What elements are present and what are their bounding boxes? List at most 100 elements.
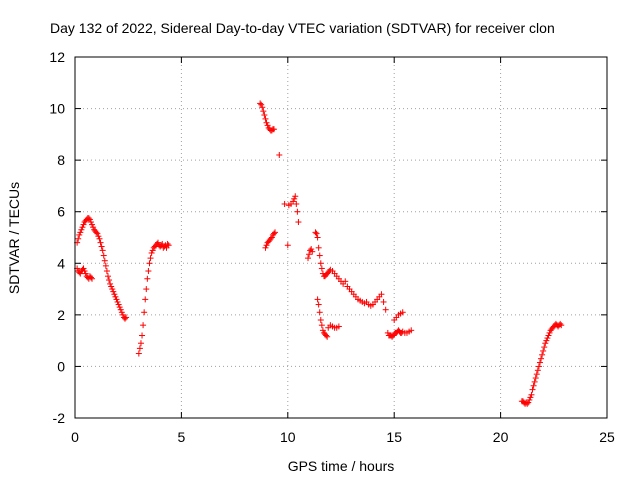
data-point — [309, 248, 316, 255]
data-point — [314, 234, 321, 241]
data-point — [81, 268, 88, 275]
data-point — [530, 382, 537, 389]
data-point — [263, 119, 270, 126]
data-point — [97, 239, 104, 246]
data-point — [260, 108, 267, 115]
data-point — [317, 317, 324, 324]
data-point — [318, 322, 325, 329]
data-point — [104, 273, 111, 280]
data-point — [536, 359, 543, 366]
data-point — [258, 101, 265, 108]
data-point — [109, 286, 116, 293]
data-point — [532, 375, 539, 382]
data-point — [533, 371, 540, 378]
data-point — [164, 240, 171, 247]
data-point — [323, 332, 330, 339]
data-point — [135, 350, 142, 357]
y-tick-label: -2 — [53, 410, 66, 426]
data-point — [77, 229, 84, 236]
data-point — [122, 315, 129, 322]
data-point — [78, 226, 85, 233]
data-point — [76, 231, 83, 238]
data-point — [382, 306, 389, 313]
data-point — [316, 309, 323, 316]
x-tick-label: 10 — [280, 429, 296, 445]
data-point — [539, 351, 546, 358]
data-point — [89, 275, 96, 282]
data-point — [529, 386, 536, 393]
data-point — [312, 229, 319, 236]
y-tick-label: 12 — [49, 49, 65, 65]
data-point — [270, 230, 277, 237]
data-point — [117, 306, 124, 313]
data-point — [399, 309, 406, 316]
data-point — [527, 394, 534, 401]
data-point — [137, 340, 144, 347]
data-point — [317, 260, 324, 267]
data-point — [143, 286, 150, 293]
data-point — [82, 270, 89, 277]
x-tick-label: 5 — [178, 429, 186, 445]
data-point — [80, 265, 87, 272]
data-point — [262, 244, 269, 251]
data-point — [276, 151, 283, 158]
data-point — [544, 335, 551, 342]
x-tick-label: 25 — [599, 429, 615, 445]
data-point — [85, 215, 92, 222]
data-point — [116, 304, 123, 311]
data-point — [308, 246, 315, 253]
data-point — [262, 115, 269, 122]
data-point — [316, 252, 323, 259]
data-point — [118, 309, 125, 316]
data-point — [119, 311, 126, 318]
y-axis-label: SDTVAR / TECUs — [6, 182, 22, 294]
data-point — [111, 291, 118, 298]
data-point — [142, 296, 149, 303]
data-point — [318, 265, 325, 272]
data-point — [96, 235, 103, 242]
data-point — [284, 242, 291, 249]
data-point — [272, 229, 279, 236]
data-point — [534, 367, 541, 374]
data-point — [314, 296, 321, 303]
y-tick-label: 0 — [57, 358, 65, 374]
data-point — [89, 221, 96, 228]
data-point — [264, 122, 271, 129]
data-point — [292, 193, 299, 200]
data-point — [165, 242, 172, 249]
data-point — [408, 327, 415, 334]
data-point — [526, 396, 533, 403]
data-point — [141, 309, 148, 316]
data-point — [75, 235, 82, 242]
data-point — [294, 208, 301, 215]
data-point — [101, 257, 108, 264]
data-point — [112, 293, 119, 300]
data-point — [147, 255, 154, 262]
data-point — [113, 296, 120, 303]
data-point — [378, 291, 385, 298]
data-point — [291, 195, 298, 202]
y-tick-label: 8 — [57, 152, 65, 168]
data-point — [94, 230, 101, 237]
data-point — [342, 278, 349, 285]
data-point — [545, 332, 552, 339]
data-point — [140, 322, 147, 329]
data-point — [86, 216, 93, 223]
data-point — [93, 229, 100, 236]
data-point — [542, 340, 549, 347]
data-point — [528, 391, 535, 398]
data-point — [149, 247, 156, 254]
plot-frame — [74, 56, 608, 419]
data-point — [319, 327, 326, 334]
x-tick-label: 20 — [493, 429, 509, 445]
data-point — [305, 255, 312, 262]
data-point — [145, 268, 152, 275]
data-point — [87, 219, 94, 226]
data-point — [306, 251, 313, 258]
data-point — [324, 333, 331, 340]
x-tick-label: 15 — [386, 429, 402, 445]
grid-lines — [75, 57, 607, 418]
data-point — [107, 280, 114, 287]
data-point — [541, 344, 548, 351]
